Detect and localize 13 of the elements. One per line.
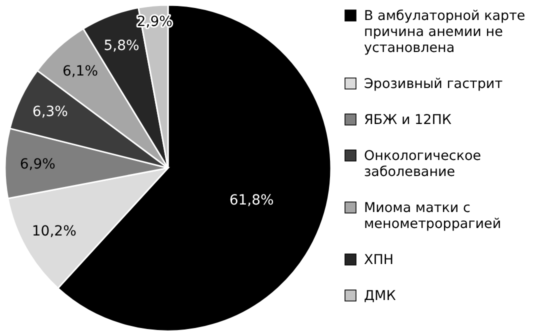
data-label: 6,1%: [62, 64, 98, 80]
legend-label: Онкологическое заболевание: [364, 148, 482, 180]
legend-label: ЯБЖ и 12ПК: [364, 112, 452, 128]
legend-label: Миома матки с менометроррагией: [364, 200, 502, 232]
legend-label: Эрозивный гастрит: [364, 76, 503, 92]
data-label: 6,9%: [20, 156, 56, 172]
legend-label: ХПН: [364, 252, 394, 268]
data-label: 5,8%: [104, 38, 140, 54]
legend-label: В амбулаторной карте причина анемии не установлена: [364, 8, 526, 56]
data-label: 6,3%: [32, 104, 68, 120]
data-label: 10,2%: [32, 224, 76, 240]
legend-label: ДМК: [364, 288, 396, 304]
data-label: 61,8%: [229, 192, 274, 208]
